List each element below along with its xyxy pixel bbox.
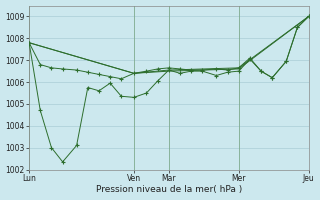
X-axis label: Pression niveau de la mer( hPa ): Pression niveau de la mer( hPa ) [96,185,242,194]
